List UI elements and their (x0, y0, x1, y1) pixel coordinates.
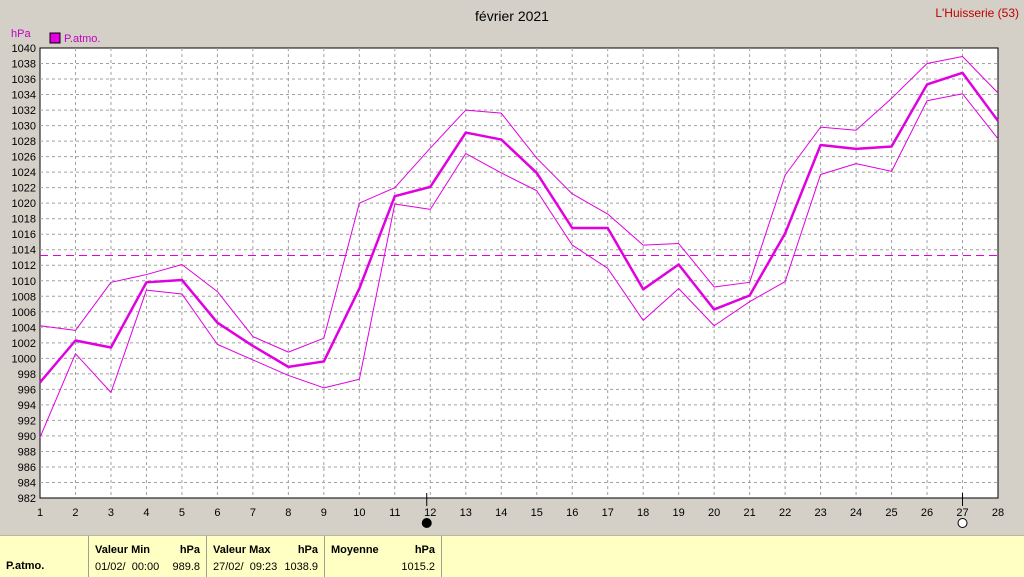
x-tick-label: 15 (531, 507, 543, 519)
y-tick-label: 1016 (12, 229, 36, 241)
stat-min-unit: hPa (179, 544, 200, 556)
x-tick-label: 23 (814, 507, 826, 519)
stat-mean-value: 1015.2 (401, 561, 435, 573)
stat-min: Valeur Min hPa 01/02/ 00:00 989.8 (88, 536, 206, 577)
x-tick-label: 6 (214, 507, 220, 519)
y-tick-label: 1000 (12, 353, 36, 365)
stat-min-datetime: 01/02/ 00:00 (95, 561, 160, 573)
y-tick-label: 1034 (12, 90, 36, 102)
x-tick-label: 17 (602, 507, 614, 519)
station-name: L'Huisserie (53) (935, 6, 1019, 20)
y-tick-label: 984 (18, 477, 36, 489)
x-tick-label: 24 (850, 507, 862, 519)
series-line-min (39, 93, 999, 438)
x-tick-label: 21 (744, 507, 756, 519)
series-line-max (39, 56, 999, 353)
series-lines (39, 56, 1000, 438)
stat-mean: Moyenne hPa 1015.2 (324, 536, 442, 577)
y-tick-label: 1036 (12, 74, 36, 86)
x-tick-label: 16 (566, 507, 578, 519)
y-tick-label: 1040 (12, 43, 36, 55)
y-tick-label: 982 (18, 493, 36, 505)
y-tick-labels: 982 984 986 988 990 992 994 996 998 1000 1002 1004 1… (12, 43, 36, 505)
legend-swatch (49, 32, 61, 44)
x-tick-label: 12 (424, 507, 436, 519)
y-tick-label: 1022 (12, 183, 36, 195)
stat-max-header: Valeur Max (213, 544, 271, 556)
plot-area (39, 47, 999, 499)
y-tick-label: 996 (18, 384, 36, 396)
stats-bar: P.atmo. Valeur Min hPa 01/02/ 00:00 989.… (0, 535, 1024, 577)
x-tick-label: 19 (673, 507, 685, 519)
stat-mean-header: Moyenne (331, 544, 379, 556)
x-tick-labels: 1 2 3 4 5 6 7 8 9 10 11 12 13 14 15 16 17 18 19 20 21 22 23 24 2… (37, 507, 1004, 519)
x-tick-label: 9 (321, 507, 327, 519)
series-line-mean (39, 71, 1000, 384)
moon-new-icon (421, 518, 432, 528)
x-tick-label: 27 (956, 507, 968, 519)
stat-max: Valeur Max hPa 27/02/ 09:23 1038.9 (206, 536, 324, 577)
stat-mean-unit: hPa (414, 544, 435, 556)
stats-series-label: P.atmo. (6, 560, 45, 572)
y-tick-label: 994 (18, 400, 36, 412)
y-axis-unit: hPa (11, 28, 31, 40)
y-tick-label: 1012 (12, 260, 36, 272)
x-tick-label: 28 (992, 507, 1004, 519)
y-tick-label: 998 (18, 369, 36, 381)
stat-max-unit: hPa (297, 544, 318, 556)
moon-phase-markers (421, 493, 968, 528)
stat-min-header: Valeur Min (95, 544, 151, 556)
y-tick-label: 1018 (12, 214, 36, 226)
stat-min-value: 989.8 (172, 561, 200, 573)
y-tick-label: 986 (18, 462, 36, 474)
stat-max-value: 1038.9 (284, 561, 318, 573)
x-tick-label: 13 (460, 507, 472, 519)
x-tick-label: 20 (708, 507, 720, 519)
legend-label: P.atmo. (64, 33, 101, 45)
y-tick-label: 1032 (12, 105, 36, 117)
stat-max-datetime: 27/02/ 09:23 (213, 561, 278, 573)
x-tick-label: 10 (353, 507, 365, 519)
x-tick-label: 22 (779, 507, 791, 519)
moon-full-icon (957, 518, 968, 528)
x-tick-label: 1 (37, 507, 43, 519)
y-tick-label: 1002 (12, 338, 36, 350)
x-tick-label: 7 (250, 507, 256, 519)
x-tick-label: 25 (885, 507, 897, 519)
x-tick-label: 18 (637, 507, 649, 519)
y-tick-label: 1024 (12, 167, 36, 179)
x-tick-label: 4 (143, 507, 149, 519)
y-tick-label: 1026 (12, 152, 36, 164)
x-tick-label: 5 (179, 507, 185, 519)
grid-lines (40, 48, 998, 498)
y-tick-label: 1038 (12, 59, 36, 71)
y-tick-label: 1006 (12, 307, 36, 319)
chart-title: février 2021 (475, 8, 549, 24)
x-tick-label: 11 (389, 507, 400, 519)
y-tick-label: 1014 (12, 245, 36, 257)
y-tick-label: 1020 (12, 198, 36, 210)
y-tick-label: 1004 (12, 322, 36, 334)
y-tick-label: 1010 (12, 276, 36, 288)
y-tick-label: 1030 (12, 121, 36, 133)
x-tick-label: 26 (921, 507, 933, 519)
x-tick-label: 3 (108, 507, 114, 519)
x-tick-label: 2 (72, 507, 78, 519)
pressure-chart: février 2021 L'Huisserie (53) hPa P.atmo… (11, 6, 1019, 528)
y-tick-label: 990 (18, 431, 36, 443)
y-tick-label: 988 (18, 446, 36, 458)
x-tick-label: 14 (495, 507, 507, 519)
y-tick-label: 1028 (12, 136, 36, 148)
y-tick-label: 992 (18, 415, 36, 427)
x-tick-label: 8 (285, 507, 291, 519)
y-tick-label: 1008 (12, 291, 36, 303)
